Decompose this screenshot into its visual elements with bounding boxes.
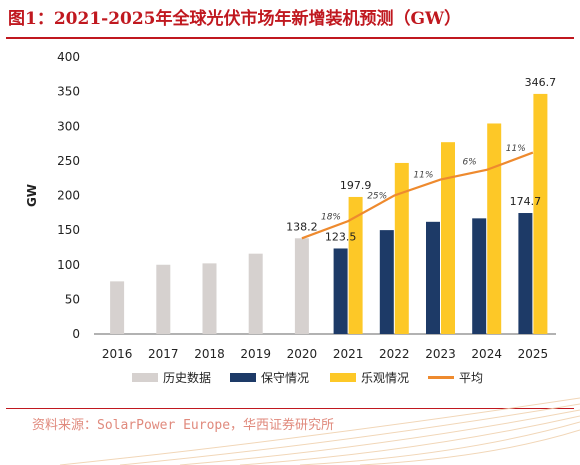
growth-label: 18% xyxy=(321,213,341,223)
x-tick-label: 2016 xyxy=(102,347,133,361)
bar-conservative xyxy=(333,248,348,334)
bar-history xyxy=(156,264,171,334)
y-tick-label: 150 xyxy=(57,223,80,237)
legend-swatch-history xyxy=(132,373,158,382)
growth-label: 25% xyxy=(367,191,387,201)
data-label: 197.9 xyxy=(340,179,372,192)
legend-item-average: 平均 xyxy=(428,369,483,386)
x-tick-label: 2021 xyxy=(333,347,364,361)
legend-label-optimistic: 乐观情况 xyxy=(361,371,410,385)
growth-label: 6% xyxy=(462,158,476,168)
y-axis-label: GW xyxy=(25,184,39,207)
growth-label: 11% xyxy=(413,171,433,181)
x-tick-label: 2025 xyxy=(518,347,549,361)
x-tick-label: 2020 xyxy=(287,347,318,361)
x-tick-label: 2022 xyxy=(379,347,410,361)
bar-chart: 0 50 100 150 200 250 300 350 400 GW 2016 2017 2018 20… xyxy=(25,50,557,361)
y-tick-label: 400 xyxy=(57,50,80,64)
legend-label-history: 历史数据 xyxy=(163,371,212,385)
data-label: 138.2 xyxy=(286,220,318,233)
data-label: 123.5 xyxy=(325,230,357,243)
data-label: 174.7 xyxy=(510,195,542,208)
y-tick-label: 250 xyxy=(57,154,80,168)
chart-title: 图1：2021-2025年全球光伏市场年新增装机预测（GW） xyxy=(8,9,462,29)
legend-item-optimistic: 乐观情况 xyxy=(330,369,409,386)
y-tick-label: 50 xyxy=(65,292,80,306)
x-tick-label: 2017 xyxy=(148,347,179,361)
title-divider xyxy=(6,37,574,39)
bar-history xyxy=(110,281,125,334)
legend-label-average: 平均 xyxy=(459,371,484,385)
x-tick-label: 2018 xyxy=(194,347,225,361)
bar-conservative xyxy=(518,213,533,334)
bar-optimistic xyxy=(348,196,363,334)
bar-history xyxy=(202,263,217,334)
legend-label-conservative: 保守情况 xyxy=(261,371,310,385)
growth-label: 11% xyxy=(506,144,526,154)
x-tick-label: 2019 xyxy=(240,347,271,361)
y-tick-label: 0 xyxy=(72,327,80,341)
chart-legend: 历史数据 保守情况 乐观情况 平均 xyxy=(0,369,580,389)
legend-swatch-conservative xyxy=(230,373,256,382)
source-divider xyxy=(6,408,574,409)
average-line xyxy=(301,151,534,240)
bar-optimistic xyxy=(441,142,455,334)
bar-optimistic xyxy=(394,162,409,334)
bar-conservative xyxy=(426,221,440,334)
legend-item-history: 历史数据 xyxy=(132,369,211,386)
bar-history xyxy=(248,253,263,334)
x-tick-label: 2023 xyxy=(425,347,456,361)
legend-item-conservative: 保守情况 xyxy=(230,369,309,386)
y-tick-label: 100 xyxy=(57,258,80,272)
legend-swatch-optimistic xyxy=(330,373,356,382)
legend-swatch-average xyxy=(428,376,454,379)
y-tick-label: 350 xyxy=(57,85,80,99)
bar-conservative xyxy=(472,218,487,334)
bar-optimistic xyxy=(533,93,548,334)
bar-optimistic xyxy=(487,123,502,334)
bar-conservative xyxy=(379,230,394,334)
y-tick-label: 200 xyxy=(57,189,80,203)
x-tick-label: 2024 xyxy=(471,347,502,361)
data-label: 346.7 xyxy=(525,76,557,89)
bar-history xyxy=(294,238,309,334)
source-note: 资料来源：SolarPower Europe，华西证券研究所 xyxy=(32,418,335,433)
y-tick-label: 300 xyxy=(57,119,80,133)
